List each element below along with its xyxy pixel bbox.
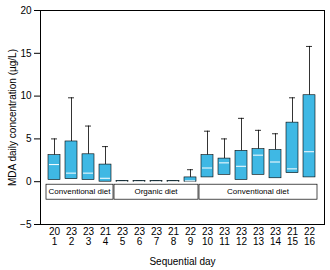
svg-text:233: 233 <box>83 226 95 247</box>
svg-text:Conventional diet: Conventional diet <box>227 187 290 196</box>
svg-text:232: 232 <box>66 226 78 247</box>
svg-text:236: 236 <box>134 226 146 247</box>
svg-text:201: 201 <box>49 226 61 247</box>
svg-text:Sequential day: Sequential day <box>149 256 215 267</box>
svg-text:237: 237 <box>151 226 163 247</box>
svg-text:15: 15 <box>20 48 32 59</box>
svg-text:214: 214 <box>100 226 112 247</box>
svg-text:0: 0 <box>26 176 32 187</box>
svg-text:Organic diet: Organic diet <box>134 187 178 196</box>
svg-text:20: 20 <box>20 5 32 16</box>
svg-text:2115: 2115 <box>287 226 299 247</box>
svg-text:2216: 2216 <box>304 226 316 247</box>
svg-text:5: 5 <box>26 133 32 144</box>
svg-text:−5: −5 <box>20 219 32 230</box>
svg-text:218: 218 <box>168 226 180 247</box>
svg-text:229: 229 <box>185 226 197 247</box>
svg-text:2314: 2314 <box>270 226 282 247</box>
svg-text:2310: 2310 <box>202 226 214 247</box>
svg-text:MDA daily concentration (µg/L): MDA daily concentration (µg/L) <box>7 49 18 186</box>
svg-text:2313: 2313 <box>253 226 265 247</box>
svg-text:2311: 2311 <box>219 226 231 247</box>
svg-text:2312: 2312 <box>236 226 248 247</box>
svg-text:Conventional diet: Conventional diet <box>49 187 112 196</box>
svg-text:10: 10 <box>20 90 32 101</box>
svg-text:235: 235 <box>117 226 129 247</box>
